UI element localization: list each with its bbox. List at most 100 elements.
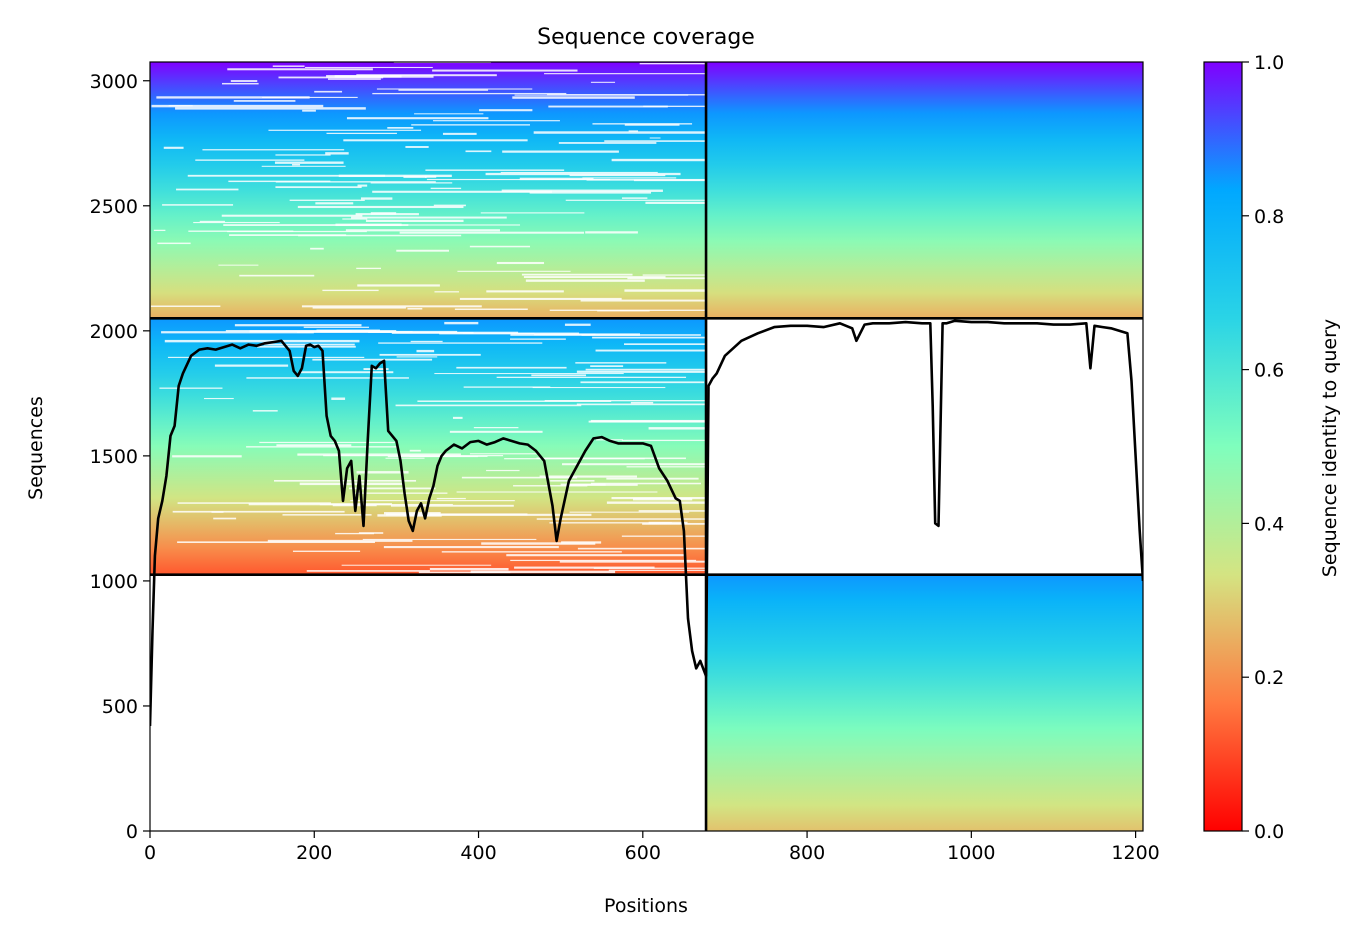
coverage-gap bbox=[326, 132, 397, 135]
coverage-gap bbox=[463, 386, 551, 388]
coverage-gap bbox=[356, 74, 497, 77]
coverage-gap bbox=[305, 66, 433, 69]
coverage-gap bbox=[595, 349, 707, 352]
coverage-gap bbox=[416, 349, 435, 353]
coverage-gap bbox=[512, 96, 635, 99]
coverage-gap bbox=[301, 305, 482, 308]
coverage-gap bbox=[473, 427, 519, 429]
coverage-gap bbox=[331, 397, 346, 400]
coverage-gap bbox=[390, 504, 514, 507]
coverage-gap bbox=[633, 179, 707, 182]
coverage-gap bbox=[414, 113, 484, 115]
coverage-gap bbox=[230, 80, 258, 82]
coverage-gap bbox=[410, 340, 443, 343]
coverage-gap bbox=[638, 510, 707, 512]
coverage-gap bbox=[633, 497, 693, 501]
coverage-gap bbox=[642, 274, 707, 276]
coverage-gap bbox=[590, 365, 624, 368]
coverage-gap bbox=[314, 90, 343, 93]
coverage-gap bbox=[282, 514, 372, 516]
coverage-gap bbox=[306, 570, 430, 572]
coverage-gap bbox=[469, 453, 538, 455]
coverage-gap bbox=[502, 150, 619, 153]
coverage-gap bbox=[590, 81, 616, 83]
coverage-gap bbox=[275, 186, 362, 189]
y-tick-label: 3000 bbox=[90, 71, 138, 93]
coverage-gap bbox=[202, 149, 345, 151]
coverage-gap bbox=[560, 483, 606, 486]
coverage-blocks bbox=[150, 62, 1143, 831]
coverage-gap bbox=[469, 245, 531, 248]
coverage-gap bbox=[418, 571, 511, 574]
coverage-gap bbox=[234, 324, 362, 327]
coverage-gap bbox=[639, 62, 707, 65]
coverage-gap bbox=[432, 69, 578, 72]
coverage-gap bbox=[384, 512, 441, 515]
coverage-gap bbox=[481, 542, 596, 545]
colorbar bbox=[1203, 61, 1243, 832]
coverage-gap bbox=[387, 126, 414, 129]
coverage-gap bbox=[193, 221, 280, 224]
coverage-gap bbox=[523, 276, 666, 278]
coverage-gap bbox=[322, 289, 379, 292]
coverage-gap bbox=[436, 497, 466, 500]
coverage-gap bbox=[426, 178, 611, 181]
coverage-gap bbox=[425, 169, 565, 171]
coverage-gap bbox=[510, 338, 566, 340]
coverage-gap bbox=[289, 199, 365, 201]
coverage-gap bbox=[519, 177, 594, 181]
y-tick-label: 1500 bbox=[90, 446, 138, 468]
coverage-gap bbox=[345, 229, 500, 232]
coverage-gap bbox=[536, 457, 686, 460]
coverage-gap bbox=[316, 329, 380, 332]
coverage-gap bbox=[325, 152, 349, 155]
colorbar-tick-label: 0.8 bbox=[1254, 206, 1284, 228]
coverage-gap bbox=[350, 500, 515, 502]
coverage-gap bbox=[356, 471, 409, 474]
coverage-gap bbox=[649, 137, 661, 139]
colorbar-tick-label: 1.0 bbox=[1254, 52, 1284, 74]
coverage-gap bbox=[214, 364, 289, 367]
coverage-gap bbox=[621, 439, 707, 442]
coverage-gap bbox=[153, 229, 166, 232]
coverage-gap bbox=[581, 334, 701, 336]
coverage-gap bbox=[312, 306, 406, 309]
coverage-gap bbox=[276, 444, 352, 447]
coverage-gap bbox=[626, 466, 707, 468]
coverage-gap bbox=[582, 177, 677, 179]
coverage-gap bbox=[462, 332, 535, 334]
x-tick-label: 800 bbox=[789, 842, 825, 864]
coverage-gap bbox=[479, 109, 533, 112]
coverage-gap bbox=[399, 231, 585, 234]
coverage-gap bbox=[355, 492, 448, 494]
coverage-gap bbox=[486, 290, 564, 293]
coverage-gap bbox=[213, 517, 237, 520]
coverage-gap bbox=[597, 310, 650, 312]
coverage-gap bbox=[486, 469, 520, 472]
coverage-gap bbox=[496, 261, 545, 265]
coverage-gap bbox=[576, 370, 707, 373]
coverage-gap bbox=[151, 104, 324, 108]
coverage-gap bbox=[298, 234, 462, 237]
coverage-gap bbox=[559, 560, 707, 563]
coverage-gap bbox=[268, 129, 422, 131]
coverage-gap bbox=[648, 521, 688, 524]
coverage-gap bbox=[204, 397, 234, 400]
coverage-gap bbox=[175, 107, 366, 110]
coverage-gap bbox=[459, 297, 622, 300]
coverage-gap bbox=[506, 554, 684, 557]
coverage-gap bbox=[385, 457, 425, 459]
coverage-gap bbox=[239, 274, 315, 277]
coverage-gap bbox=[604, 140, 707, 142]
coverage-gap bbox=[534, 333, 596, 336]
x-tick-label: 600 bbox=[625, 842, 661, 864]
coverage-gap bbox=[544, 400, 707, 402]
coverage-gap bbox=[267, 539, 413, 542]
coverage-gap bbox=[246, 446, 397, 448]
coverage-gap bbox=[261, 165, 346, 167]
coverage-gap bbox=[429, 567, 509, 571]
coverage-gap bbox=[585, 368, 707, 371]
coverage-gap bbox=[259, 441, 395, 444]
coverage-gap bbox=[177, 502, 331, 504]
